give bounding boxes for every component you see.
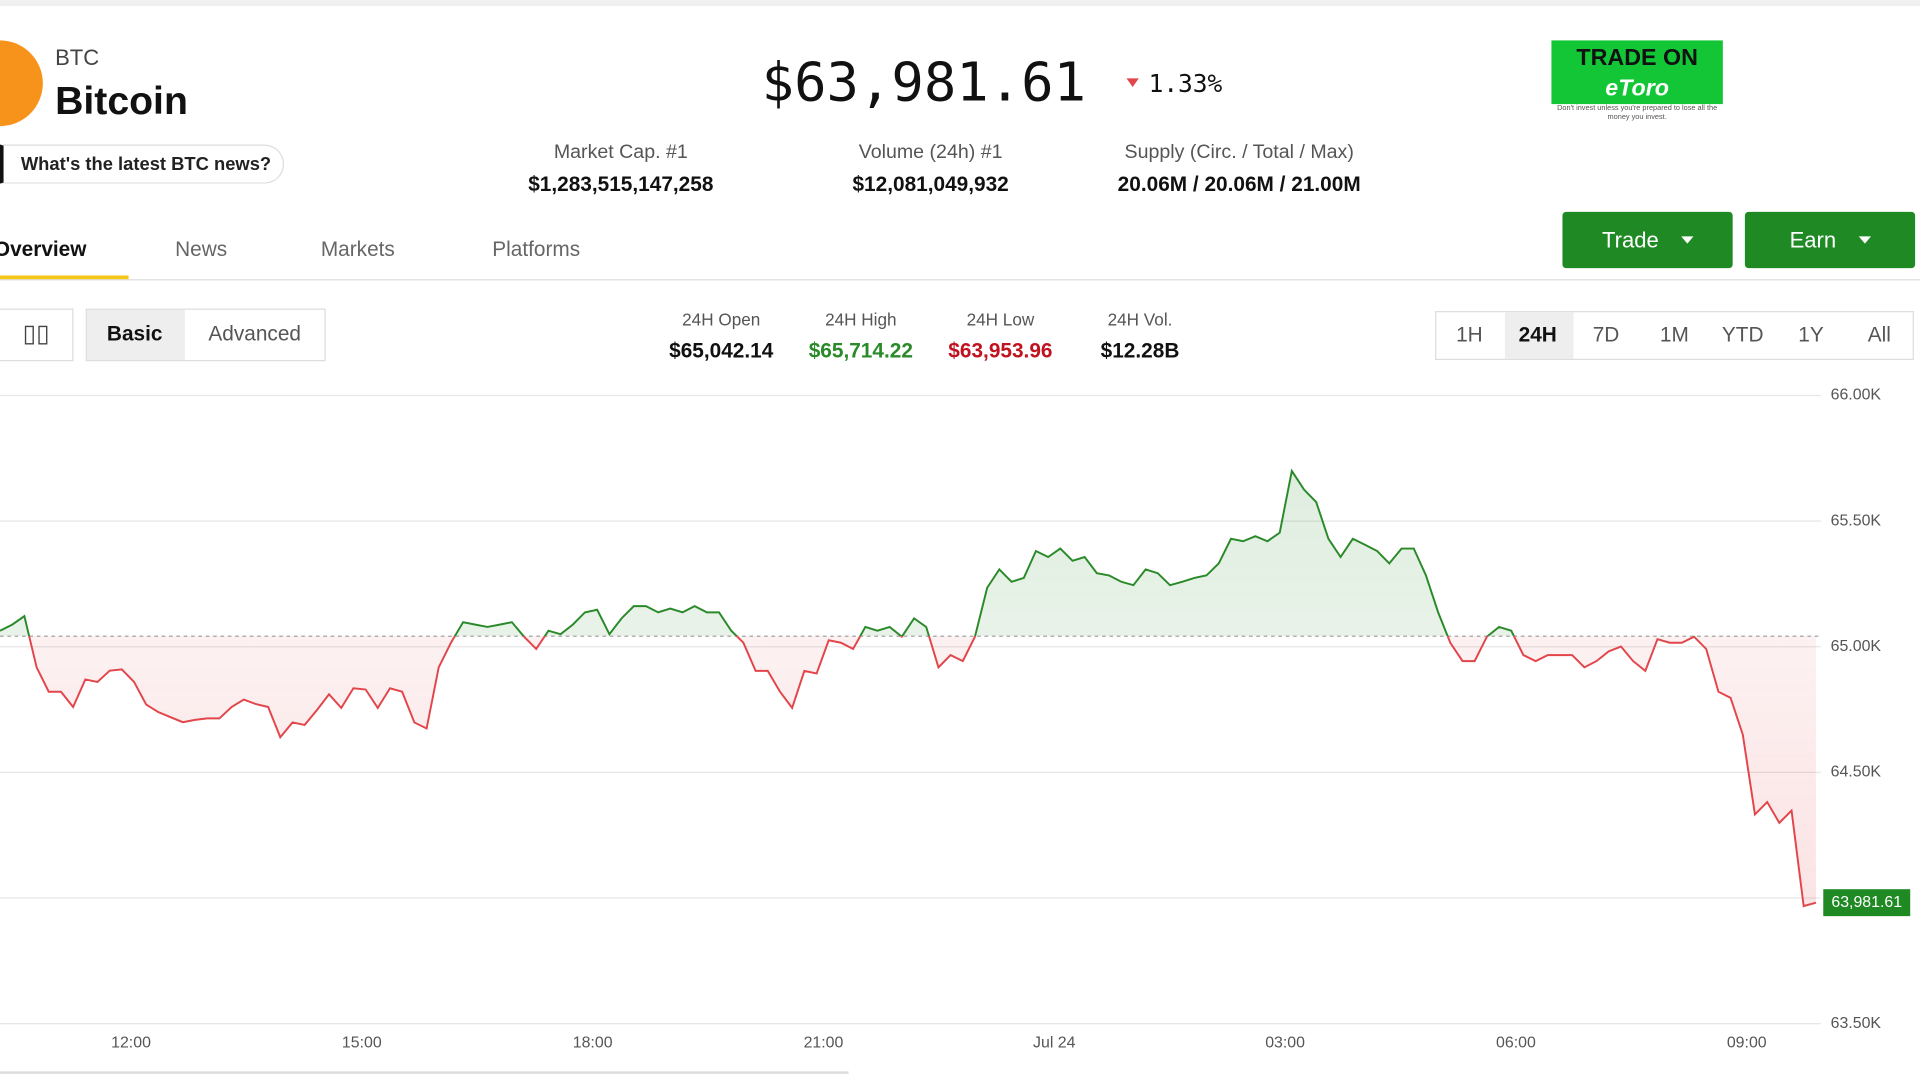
- range-button[interactable]: 1Y: [1798, 323, 1824, 347]
- day-stat-value: $65,042.14: [669, 339, 774, 363]
- y-tick-label: 63.50K: [1831, 1015, 1882, 1032]
- day-stat-label: 24H High: [825, 309, 897, 330]
- ad[interactable]: TRADE ON eToro Don't invest unless you'r…: [1551, 40, 1723, 123]
- range-button[interactable]: All: [1867, 323, 1891, 347]
- day-stat-value: $65,714.22: [808, 339, 913, 363]
- day-stat-label: 24H Vol.: [1107, 309, 1173, 330]
- symbol: BTC: [55, 45, 100, 70]
- candle-toggle[interactable]: ▯▯: [0, 308, 74, 362]
- range-button[interactable]: 24H: [1518, 323, 1557, 347]
- coin-name: Bitcoin: [55, 78, 188, 123]
- x-tick-label: 18:00: [573, 1034, 613, 1051]
- x-tick-label: 21:00: [804, 1034, 844, 1051]
- range-button[interactable]: 1H: [1456, 323, 1483, 347]
- dropdown-arrow[interactable]: [1680, 236, 1694, 244]
- action-button[interactable]: Earn: [1744, 211, 1916, 269]
- area-up: [0, 470, 1514, 637]
- price: $63,981.61: [761, 51, 1087, 114]
- top-band: [0, 0, 1920, 7]
- stat-label: Volume (24h) #1: [858, 142, 1003, 163]
- tab-underline: [0, 275, 129, 280]
- last-price-label: 63,981.61: [1831, 894, 1902, 911]
- ad-title[interactable]: TRADE ON: [1576, 45, 1698, 72]
- range-button[interactable]: YTD: [1721, 323, 1764, 347]
- x-tick-label: 06:00: [1496, 1034, 1536, 1051]
- tab[interactable]: Markets: [320, 237, 395, 261]
- x-tick-label: 09:00: [1727, 1034, 1767, 1051]
- ad-disclaimer[interactable]: Don't invest unless you're prepared to l…: [1557, 105, 1718, 122]
- x-tick-label: 15:00: [342, 1034, 382, 1051]
- price-line-up: [0, 468, 1695, 637]
- y-tick-label: 66.00K: [1831, 387, 1882, 404]
- ad-brand[interactable]: eToro: [1605, 75, 1670, 102]
- view-mode[interactable]: Basic: [106, 322, 163, 346]
- day-stat-label: 24H Open: [682, 309, 761, 330]
- day-stat-value: $12.28B: [1100, 339, 1180, 363]
- dropdown-arrow[interactable]: [1858, 236, 1871, 244]
- x-tick-label: 03:00: [1265, 1034, 1305, 1051]
- stat-value: $1,283,515,147,258: [528, 172, 714, 196]
- down-arrow: [1126, 78, 1139, 87]
- area-down: [0, 636, 1816, 907]
- button-label[interactable]: Earn: [1789, 227, 1837, 252]
- tab[interactable]: Overview: [0, 237, 87, 261]
- y-tick-label: 64.50K: [1831, 764, 1882, 781]
- x-tick-label: Jul 24: [1033, 1034, 1076, 1051]
- news-button[interactable]: [0, 144, 285, 184]
- y-tick-label: 65.50K: [1831, 512, 1882, 529]
- view-toggle[interactable]: [85, 308, 326, 362]
- range-button[interactable]: 7D: [1592, 323, 1620, 347]
- last-price-tag: [1823, 889, 1911, 917]
- news-button-text[interactable]: What's the latest BTC news?: [20, 154, 272, 176]
- tab[interactable]: Platforms: [492, 237, 581, 261]
- stat-label: Market Cap. #1: [553, 142, 688, 163]
- action-button[interactable]: Trade: [1562, 211, 1733, 269]
- range-button[interactable]: 1M: [1659, 323, 1689, 347]
- view-mode[interactable]: Advanced: [208, 322, 301, 346]
- button-label[interactable]: Trade: [1602, 227, 1659, 252]
- tab[interactable]: News: [175, 237, 228, 261]
- day-stat-value: $63,953.96: [948, 339, 1053, 363]
- tab-divider: [0, 279, 1920, 281]
- stat-value: $12,081,049,932: [852, 172, 1009, 196]
- change: 1.33%: [1148, 68, 1223, 98]
- x-tick-label: 12:00: [111, 1034, 151, 1051]
- range-box: [1435, 311, 1914, 361]
- price-line-down: [28, 636, 1817, 908]
- stat-label: Supply (Circ. / Total / Max): [1124, 142, 1354, 163]
- day-stat-label: 24H Low: [966, 309, 1035, 330]
- stat-value: 20.06M / 20.06M / 21.00M: [1117, 172, 1361, 196]
- y-tick-label: 65.00K: [1831, 638, 1882, 655]
